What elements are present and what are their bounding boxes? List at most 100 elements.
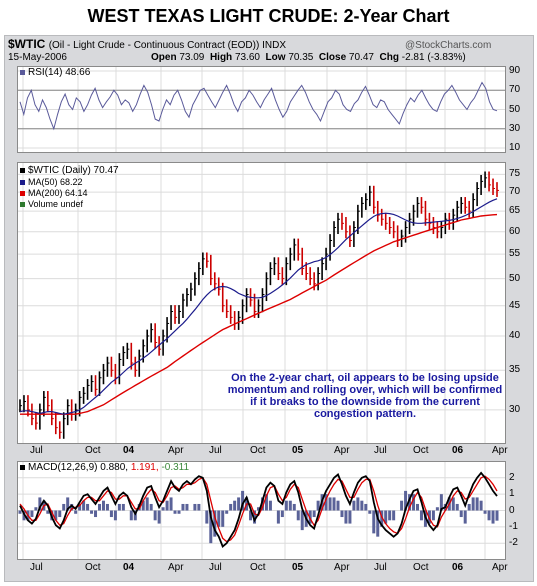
macd-histogram-bar (475, 497, 479, 511)
macd-histogram-bar (241, 490, 245, 511)
ohlc-line: Open 73.09 High 73.60 Low 70.35 Close 70… (151, 52, 466, 63)
macd-histogram-bar (348, 510, 352, 524)
rsi-legend-text: RSI(14) 48.66 (28, 67, 91, 78)
macd-histogram-bar (249, 510, 253, 521)
x-tick-label: Jul (30, 562, 43, 573)
x-tick-label: Apr (168, 562, 184, 573)
macd-histogram-bar (38, 497, 42, 511)
annotation-line-2: momentum and rolling over, which will be… (227, 384, 503, 396)
macd-histogram-bar (292, 503, 296, 511)
macd-histogram-bar (70, 503, 74, 511)
macd-histogram-bar (376, 510, 380, 537)
macd-histogram-bar (105, 503, 109, 511)
macd-histogram-bar (368, 510, 372, 514)
chg-label: Chg (379, 52, 399, 63)
macd-histogram-bar (316, 500, 320, 511)
macd-histogram-bar (86, 503, 90, 511)
volume-legend-text: Volume undef (28, 199, 84, 209)
macd-histogram-bar (332, 497, 336, 511)
rsi-y-tick-label: 90 (509, 65, 521, 76)
macd-histogram-bar (153, 510, 157, 521)
macd-histogram-bar (229, 503, 233, 511)
macd-histogram-bar (380, 510, 384, 527)
x-tick-label: Jul (374, 445, 387, 456)
macd-histogram-bar (404, 490, 408, 511)
macd-histogram-bar (400, 500, 404, 511)
macd-histogram-bar (177, 510, 181, 514)
ma200-legend: MA(200) 64.14 (20, 188, 88, 198)
macd-histogram-bar (197, 503, 201, 511)
x-tick-label: Oct (250, 445, 266, 456)
price-y-tick-label: 55 (509, 248, 521, 260)
macd-histogram-bar (419, 510, 423, 521)
rsi-y-tick-label: 30 (509, 122, 521, 134)
x-tick-label: Oct (250, 562, 266, 573)
macd-histogram-bar (213, 510, 217, 537)
macd-histogram-bar (451, 497, 455, 511)
macd-histogram-bar (169, 497, 173, 511)
macd-histogram-bar (209, 510, 213, 544)
macd-histogram-bar (487, 510, 491, 521)
macd-histogram-bar (145, 497, 149, 511)
macd-histogram-bar (181, 503, 185, 511)
rsi-chart (18, 67, 505, 152)
macd-legend-v1: 0.880, (100, 462, 129, 473)
price-y-tick-label: 50 (509, 272, 521, 284)
macd-histogram-bar (491, 510, 495, 524)
x-tick-label: Apr (492, 445, 508, 456)
rsi-panel (17, 66, 506, 153)
ma50-legend-text: MA(50) 68.22 (28, 177, 83, 187)
macd-histogram-bar (185, 503, 189, 511)
macd-y-tick-label: 1 (509, 488, 515, 500)
annotation-line-4: congestion pattern. (313, 408, 417, 420)
macd-histogram-bar (300, 510, 304, 531)
price-y-tick-label: 35 (509, 364, 521, 376)
price-panel (17, 162, 506, 444)
macd-histogram-bar (113, 510, 117, 521)
macd-histogram-bar (408, 494, 412, 511)
macd-legend-v3: -0.311 (161, 462, 190, 473)
macd-histogram-bar (264, 494, 268, 511)
high-value: 73.60 (234, 52, 260, 63)
macd-legend-swatch (20, 464, 25, 470)
macd-chart (18, 462, 505, 559)
date-label: 15-May-2006 (8, 52, 67, 63)
macd-histogram-bar (257, 507, 260, 511)
price-chart (18, 163, 505, 443)
x-tick-label: Oct (85, 445, 101, 456)
watermark: @StockCharts.com (405, 40, 492, 51)
ma50-legend: MA(50) 68.22 (20, 177, 83, 187)
price-y-tick-label: 45 (509, 299, 521, 311)
macd-y-tick-label: 0 (509, 504, 515, 516)
macd-line (19, 471, 498, 548)
macd-histogram-bar (121, 503, 125, 511)
symbol-description: (Oil - Light Crude - Continuous Contract… (48, 40, 286, 51)
x-tick-label: Apr (492, 562, 508, 573)
rsi-legend-swatch (20, 69, 25, 75)
macd-histogram-bar (129, 510, 133, 521)
macd-histogram-bar (296, 510, 300, 521)
x-tick-label: 04 (123, 562, 135, 573)
macd-y-tick-label: 2 (509, 471, 515, 483)
macd-histogram-bar (30, 510, 34, 518)
rsi-legend: RSI(14) 48.66 (20, 67, 90, 78)
macd-histogram-bar (237, 497, 241, 511)
macd-histogram-bar (141, 500, 145, 511)
x-tick-label: Oct (85, 562, 101, 573)
macd-histogram-bar (495, 510, 499, 521)
x-tick-label: 05 (292, 445, 304, 456)
price-legend-swatch (20, 167, 25, 173)
macd-histogram-bar (340, 510, 344, 518)
macd-histogram-bar (372, 510, 376, 534)
macd-histogram-bar (392, 510, 396, 521)
ma200-legend-text: MA(200) 64.14 (28, 188, 88, 198)
x-tick-label: Apr (168, 445, 184, 456)
macd-histogram-bar (431, 510, 435, 521)
macd-histogram-bar (82, 500, 86, 511)
macd-y-tick-label: -1 (509, 520, 518, 532)
x-tick-label: 04 (123, 445, 135, 456)
macd-histogram-bar (356, 497, 360, 511)
x-tick-label: Apr (334, 562, 350, 573)
volume-legend-swatch (20, 202, 25, 208)
macd-histogram-bar (416, 503, 419, 511)
